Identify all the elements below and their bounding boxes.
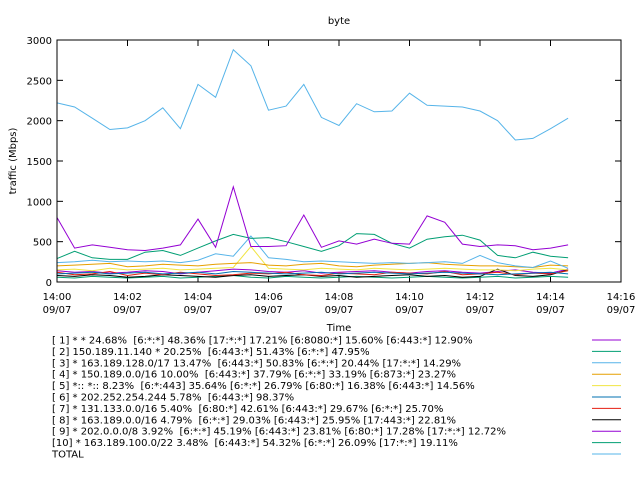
x-tick-date: 09/07 <box>466 305 495 316</box>
x-tick-date: 09/07 <box>184 305 213 316</box>
chart-title: byte <box>328 16 350 27</box>
y-tick-label: 500 <box>33 238 52 249</box>
x-tick-date: 09/07 <box>113 305 142 316</box>
x-tick-label: 14:12 <box>466 292 495 303</box>
y-tick-label: 1500 <box>27 157 52 168</box>
series-line <box>56 270 569 276</box>
series-line <box>56 274 569 279</box>
legend-label: [10] * 163.189.100.0/22 3.48% [6:443:*] … <box>52 438 458 449</box>
legend-label: TOTAL <box>51 450 84 461</box>
x-tick-date: 09/07 <box>43 305 72 316</box>
x-tick-label: 14:16 <box>607 292 636 303</box>
legend-label: [ 9] * 202.0.0.0/8 3.92% [6:*:*] 45.19% … <box>52 427 506 438</box>
x-tick-label: 14:00 <box>43 292 72 303</box>
series-line <box>56 233 569 260</box>
series-line <box>56 48 569 141</box>
x-tick-label: 14:10 <box>395 292 424 303</box>
x-tick-label: 14:06 <box>254 292 283 303</box>
legend-label: [ 6] * 202.252.254.244 5.78% [6:443:*] 9… <box>52 393 294 404</box>
y-tick-label: 1000 <box>27 197 52 208</box>
y-axis-label: traffic (Mbps) <box>8 127 19 194</box>
legend-label: [ 4] * 150.189.0.0/16 10.00% [6:443:*] 3… <box>52 370 456 381</box>
x-tick-label: 14:04 <box>184 292 213 303</box>
y-tick-label: 2000 <box>27 117 52 128</box>
legend-label: [ 2] 150.189.11.140 * 20.25% [6:443:*] 5… <box>52 347 370 358</box>
x-tick-date: 09/07 <box>607 305 636 316</box>
series-line <box>56 235 569 269</box>
legend-label: [ 5] *:: *:: 8.23% [6:*:443] 35.64% [6:*… <box>52 381 475 392</box>
y-tick-label: 2500 <box>27 76 52 87</box>
legend-label: [ 3] * 163.189.128.0/17 13.47% [6:443:*]… <box>52 358 461 369</box>
x-tick-date: 09/07 <box>254 305 283 316</box>
x-axis-label: Time <box>326 323 351 334</box>
x-tick-date: 09/07 <box>536 305 565 316</box>
series-line <box>56 268 569 275</box>
x-tick-date: 09/07 <box>325 305 354 316</box>
series-line <box>56 185 569 252</box>
y-tick-label: 3000 <box>27 36 52 47</box>
legend-label: [ 7] * 131.133.0.0/16 5.40% [6:80:*] 42.… <box>52 404 443 415</box>
x-tick-date: 09/07 <box>395 305 424 316</box>
legend-label: [ 8] * 163.189.0.0/16 4.79% [6:*:*] 29.0… <box>52 415 456 426</box>
y-tick-label: 0 <box>46 278 52 289</box>
x-tick-label: 14:08 <box>325 292 354 303</box>
plot-border <box>56 39 622 283</box>
x-tick-label: 14:02 <box>113 292 142 303</box>
series-line <box>56 262 569 269</box>
x-tick-label: 14:14 <box>536 292 565 303</box>
legend-label: [ 1] * * 24.68% [6:*:*] 48.36% [17:*:*] … <box>52 336 473 347</box>
series-line <box>56 245 569 272</box>
